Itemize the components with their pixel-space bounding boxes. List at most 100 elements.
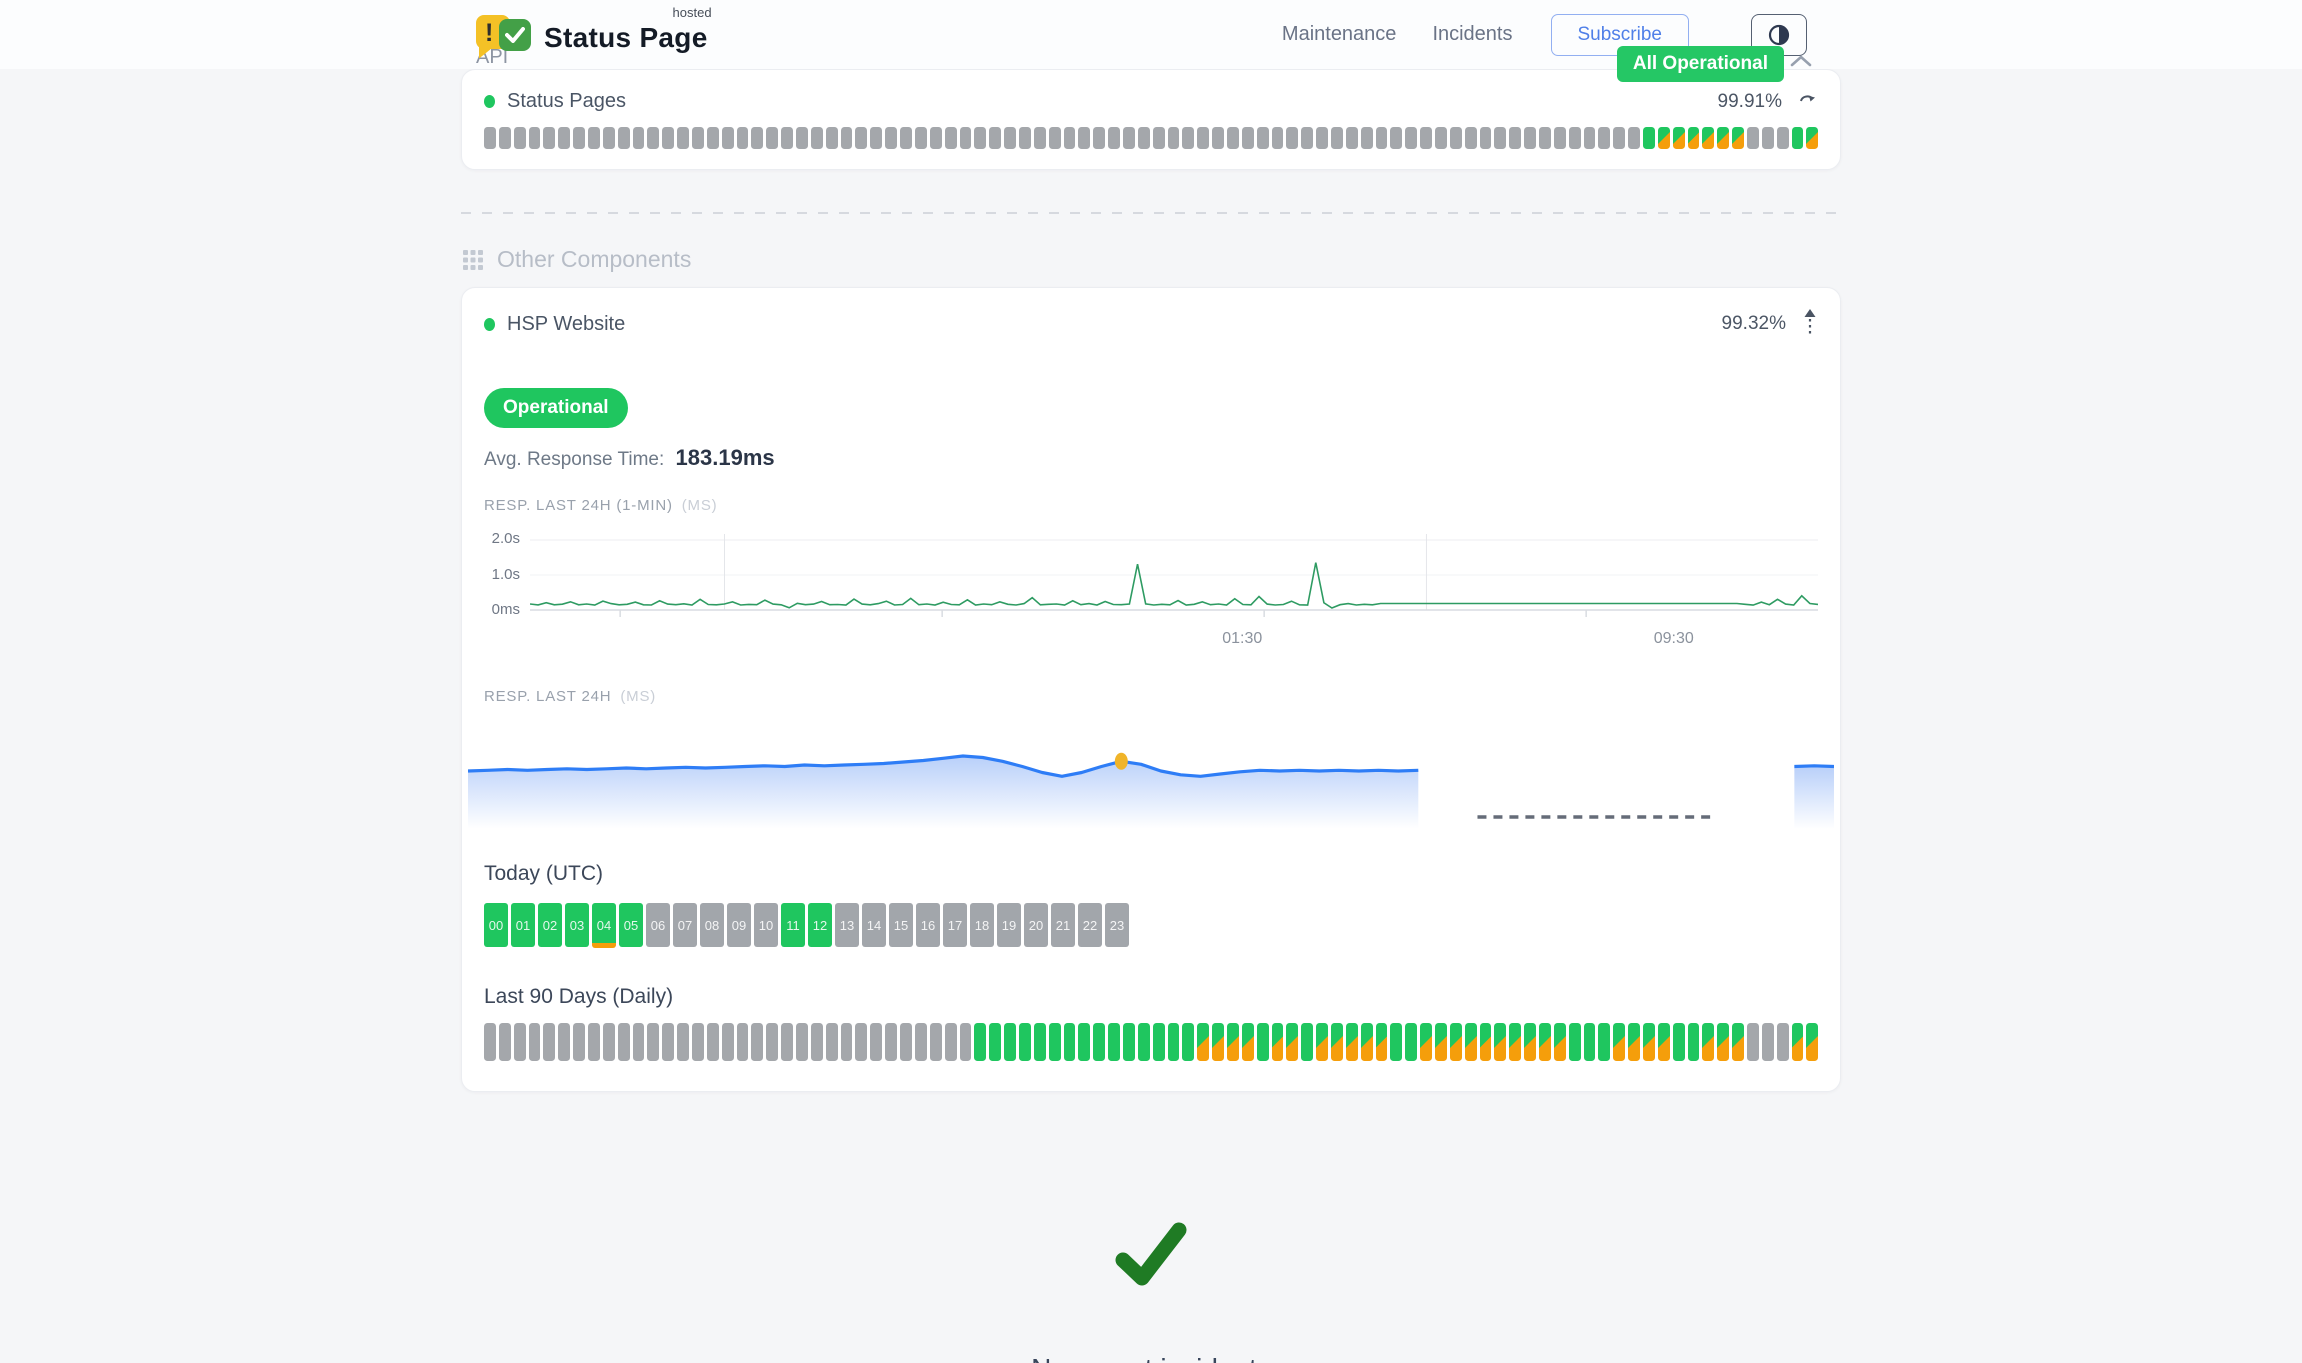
uptime-bar[interactable] [1628,1023,1641,1061]
uptime-bar[interactable] [944,1023,957,1061]
uptime-bar[interactable] [1345,127,1358,149]
uptime-bar[interactable] [1598,1023,1611,1061]
uptime-bar[interactable] [1717,127,1730,149]
uptime-bar[interactable] [929,1023,942,1061]
uptime-bar[interactable] [781,1023,794,1061]
hour-block-00[interactable]: 00 [484,903,508,947]
uptime-bar[interactable] [825,1023,838,1061]
uptime-bar[interactable] [528,1023,541,1061]
uptime-bar[interactable] [1761,127,1774,149]
hour-block-19[interactable]: 19 [997,903,1021,947]
uptime-bar[interactable] [558,127,571,149]
uptime-bar[interactable] [929,127,942,149]
uptime-bar[interactable] [751,1023,764,1061]
uptime-bar[interactable] [870,127,883,149]
uptime-bar[interactable] [1643,127,1655,149]
uptime-bar[interactable] [974,127,987,149]
uptime-bar[interactable] [513,127,526,149]
uptime-bar[interactable] [989,127,1002,149]
uptime-bar[interactable] [914,1023,927,1061]
uptime-bar[interactable] [736,1023,749,1061]
hour-block-12[interactable]: 12 [808,903,832,947]
uptime-bar[interactable] [721,127,734,149]
uptime-bar[interactable] [1479,1023,1492,1061]
uptime-bar[interactable] [796,1023,808,1061]
uptime-bar[interactable] [632,1023,645,1061]
uptime-bar[interactable] [721,1023,734,1061]
uptime-bar[interactable] [1316,1023,1328,1061]
uptime-bar[interactable] [1212,1023,1224,1061]
uptime-bar[interactable] [1271,1023,1284,1061]
uptime-bar[interactable] [588,1023,600,1061]
uptime-bar[interactable] [1806,127,1819,149]
uptime-bar[interactable] [959,127,972,149]
uptime-bar[interactable] [588,127,600,149]
uptime-bar[interactable] [766,1023,779,1061]
uptime-bar[interactable] [1553,1023,1566,1061]
uptime-bar[interactable] [1108,1023,1120,1061]
uptime-bar[interactable] [1761,1023,1774,1061]
uptime-bar[interactable] [1702,1023,1715,1061]
hour-block-03[interactable]: 03 [565,903,589,947]
uptime-bar[interactable] [1657,127,1670,149]
uptime-bar[interactable] [885,1023,898,1061]
uptime-bar[interactable] [1449,127,1462,149]
uptime-bar[interactable] [1197,127,1210,149]
uptime-bar[interactable] [1539,127,1551,149]
uptime-bar[interactable] [513,1023,526,1061]
chevron-up-icon[interactable] [1789,54,1813,73]
uptime-bar[interactable] [1078,127,1091,149]
uptime-bar[interactable] [1375,1023,1388,1061]
uptime-bar[interactable] [810,127,823,149]
uptime-bar[interactable] [484,1023,496,1061]
uptime-bar[interactable] [692,127,704,149]
uptime-bar[interactable] [498,127,511,149]
hour-block-18[interactable]: 18 [970,903,994,947]
uptime-bar[interactable] [1776,1023,1789,1061]
uptime-bar[interactable] [1717,1023,1730,1061]
uptime-bar[interactable] [1048,127,1061,149]
uptime-bar[interactable] [1345,1023,1358,1061]
uptime-bar[interactable] [1167,127,1180,149]
uptime-bar[interactable] [498,1023,511,1061]
uptime-bar[interactable] [1464,127,1477,149]
nav-maintenance[interactable]: Maintenance [1281,23,1397,45]
uptime-bar[interactable] [1687,127,1700,149]
uptime-bar[interactable] [781,127,794,149]
uptime-bar[interactable] [1657,1023,1670,1061]
uptime-bar[interactable] [1568,127,1581,149]
hour-block-06[interactable]: 06 [646,903,670,947]
uptime-bar[interactable] [706,127,719,149]
uptime-bar[interactable] [677,1023,690,1061]
uptime-bar[interactable] [1182,1023,1195,1061]
hour-block-09[interactable]: 09 [727,903,751,947]
uptime-bar[interactable] [1747,1023,1759,1061]
uptime-bar[interactable] [796,127,808,149]
uptime-bar[interactable] [1033,127,1046,149]
uptime-bar[interactable] [647,127,660,149]
uptime-bar[interactable] [1256,127,1269,149]
uptime-bar[interactable] [870,1023,883,1061]
uptime-bar[interactable] [1360,1023,1373,1061]
hour-block-15[interactable]: 15 [889,903,913,947]
hour-block-21[interactable]: 21 [1051,903,1075,947]
nav-incidents[interactable]: Incidents [1432,23,1513,45]
uptime-bar[interactable] [484,127,496,149]
uptime-bar[interactable] [1241,1023,1254,1061]
hour-block-14[interactable]: 14 [862,903,886,947]
uptime-bar[interactable] [1420,127,1432,149]
hour-block-07[interactable]: 07 [673,903,697,947]
uptime-bar[interactable] [602,1023,615,1061]
uptime-bar[interactable] [1672,127,1685,149]
uptime-bar[interactable] [1776,127,1789,149]
uptime-bar[interactable] [1063,1023,1076,1061]
uptime-bar[interactable] [647,1023,660,1061]
uptime-bar[interactable] [736,127,749,149]
uptime-bar[interactable] [766,127,779,149]
uptime-bar[interactable] [1509,127,1522,149]
uptime-bar[interactable] [543,127,556,149]
uptime-bar[interactable] [1330,1023,1343,1061]
uptime-bar[interactable] [1613,127,1626,149]
uptime-bar[interactable] [885,127,898,149]
uptime-bar[interactable] [602,127,615,149]
